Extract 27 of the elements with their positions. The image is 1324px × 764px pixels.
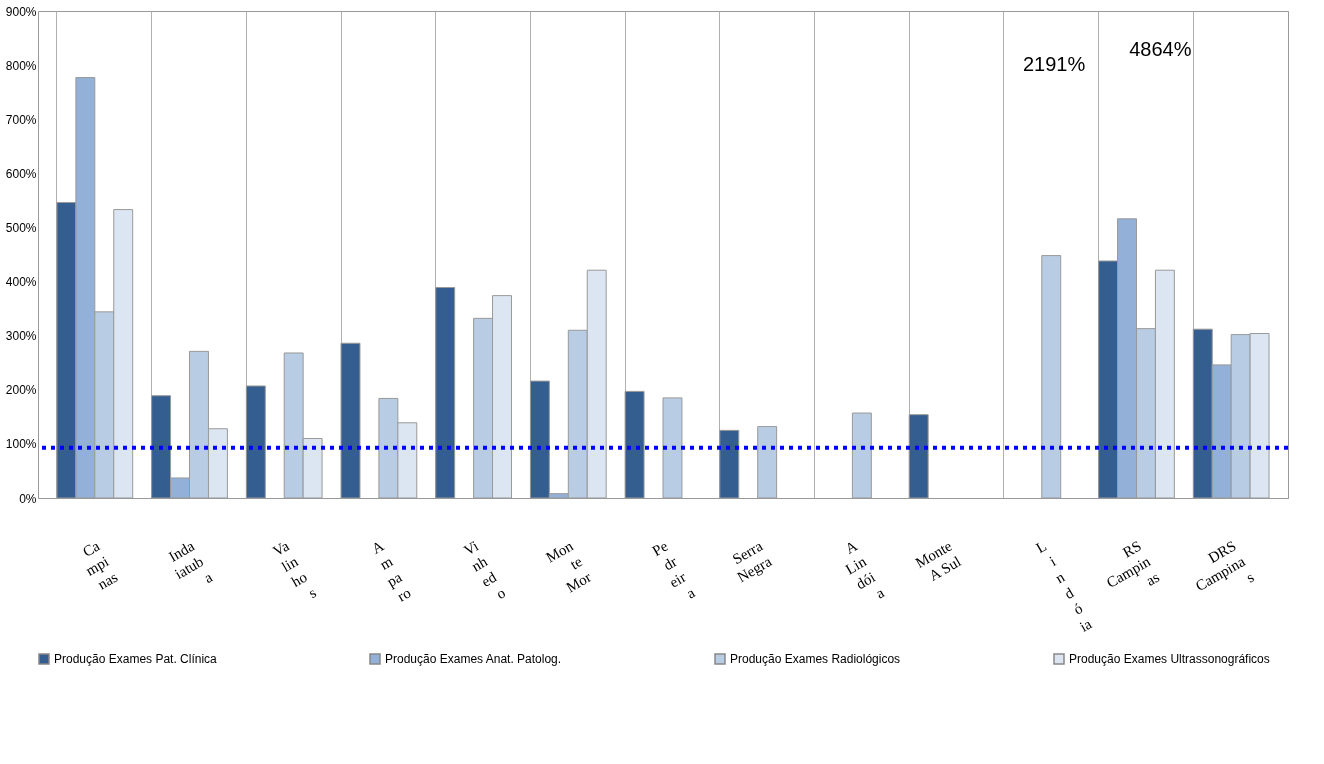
x-tick-label: A m pa ro: [369, 537, 414, 605]
y-tick-label: 400%: [5, 275, 37, 290]
x-tick-label: Ca mpi nas: [79, 537, 121, 593]
y-tick-label: 800%: [5, 58, 37, 73]
y-tick-label: 100%: [5, 437, 37, 452]
x-tick-label: Inda iatub a: [165, 537, 216, 586]
y-tick-label: 300%: [5, 329, 37, 344]
x-tick-label: Va lin ho s: [270, 537, 319, 602]
x-tick-label: Mon te Mor: [543, 537, 594, 596]
y-tick-label: 700%: [5, 112, 37, 127]
legend-label: Produção Exames Radiológicos: [730, 652, 901, 666]
y-tick-label: 500%: [5, 220, 37, 235]
x-tick-label: Vi nh ed o: [460, 537, 509, 603]
annotation: 4864%: [1129, 37, 1192, 60]
x-tick-label: Monte A Sul: [912, 537, 964, 584]
x-tick-label: L i n d ó ia: [1033, 537, 1095, 635]
legend-label: Produção Exames Ultrassonográficos: [1069, 652, 1270, 666]
x-tick-label: Pe dr eir a: [649, 537, 698, 602]
legend-label: Produção Exames Pat. Clínica: [54, 652, 218, 666]
y-tick-label: 200%: [5, 383, 37, 398]
y-tick-label: 0%: [19, 491, 37, 506]
y-tick-label: 900%: [5, 4, 37, 19]
x-tick-label: A Lin dói a: [842, 537, 888, 602]
annotation: 2191%: [1023, 52, 1086, 75]
x-tick-label: Serra Negra: [729, 537, 775, 586]
legend-label: Produção Exames Anat. Patolog.: [385, 652, 562, 666]
y-tick-label: 600%: [5, 166, 37, 181]
